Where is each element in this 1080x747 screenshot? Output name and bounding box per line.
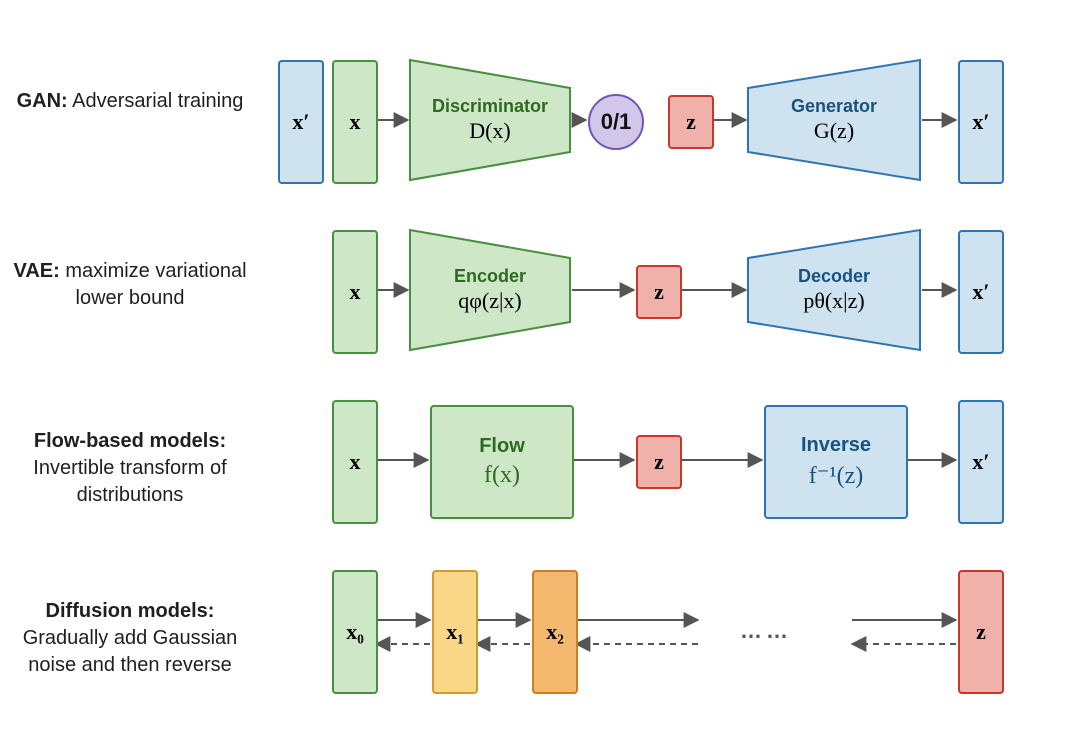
row-label-rest: maximize variational lower bound — [60, 260, 247, 309]
gan-z: z — [668, 95, 714, 149]
gan-xprime-left-label: x′ — [292, 109, 309, 135]
row-label-rest: Invertible transform of distributions — [33, 457, 226, 506]
row-label-rest: Adversarial training — [68, 90, 244, 112]
vae-x: x — [332, 230, 378, 354]
vae-xprime-label: x′ — [972, 279, 989, 305]
vae-encoder-title: Encoder — [454, 266, 526, 286]
row-label-vae: VAE: maximize variational lower bound — [0, 258, 260, 312]
row-label-bold: Diffusion models: — [46, 600, 215, 622]
vae-decoder-formula: pθ(x|z) — [803, 288, 864, 313]
flow-forward: Flow f(x) — [430, 405, 574, 519]
diff-z: z — [958, 570, 1004, 694]
flow-inverse: Inverse f⁻¹(z) — [764, 405, 908, 519]
row-label-bold: GAN: — [17, 90, 68, 112]
flow-x-label: x — [350, 449, 361, 475]
gan-discriminator-title: Discriminator — [432, 96, 548, 116]
gan-zeroone: 0/1 — [588, 94, 644, 150]
diff-x2: x₂ — [532, 570, 578, 694]
vae-decoder-title: Decoder — [798, 266, 870, 286]
row-label-gan: GAN: Adversarial training — [0, 88, 260, 115]
gan-xprime-right-label: x′ — [972, 109, 989, 135]
flow-z: z — [636, 435, 682, 489]
row-label-rest: Gradually add Gaussian noise and then re… — [23, 627, 238, 676]
gan-discriminator-formula: D(x) — [469, 118, 511, 143]
gan-generator-formula: G(z) — [814, 118, 854, 143]
flow-forward-formula: f(x) — [484, 462, 520, 489]
flow-forward-title: Flow — [479, 435, 525, 458]
diff-x2-label: x₂ — [546, 619, 564, 645]
flow-xprime-label: x′ — [972, 449, 989, 475]
vae-x-label: x — [350, 279, 361, 305]
diff-z-label: z — [976, 619, 986, 645]
diagram-canvas: DiscriminatorD(x) GeneratorG(z) Encoderqφ(… — [0, 0, 1080, 747]
gan-z-label: z — [686, 109, 696, 135]
row-label-diff: Diffusion models: Gradually add Gaussian … — [0, 598, 260, 679]
vae-xprime: x′ — [958, 230, 1004, 354]
vae-z: z — [636, 265, 682, 319]
gan-xprime-left: x′ — [278, 60, 324, 184]
gan-x: x — [332, 60, 378, 184]
diff-x1: x₁ — [432, 570, 478, 694]
gan-zeroone-label: 0/1 — [601, 109, 632, 135]
flow-z-label: z — [654, 449, 664, 475]
row-label-bold: VAE: — [13, 260, 59, 282]
row-label-flow: Flow-based models: Invertible transform o… — [0, 428, 260, 509]
gan-x-label: x — [350, 109, 361, 135]
gan-generator-title: Generator — [791, 96, 877, 116]
flow-inverse-formula: f⁻¹(z) — [809, 461, 864, 490]
diff-x0: x₀ — [332, 570, 378, 694]
flow-x: x — [332, 400, 378, 524]
diff-dots: …… — [740, 618, 792, 644]
flow-inverse-title: Inverse — [801, 434, 871, 457]
flow-xprime: x′ — [958, 400, 1004, 524]
vae-z-label: z — [654, 279, 664, 305]
vae-encoder-formula: qφ(z|x) — [458, 288, 522, 313]
diff-x1-label: x₁ — [446, 619, 464, 645]
diff-x0-label: x₀ — [346, 619, 364, 645]
row-label-bold: Flow-based models: — [34, 430, 226, 452]
gan-xprime-right: x′ — [958, 60, 1004, 184]
